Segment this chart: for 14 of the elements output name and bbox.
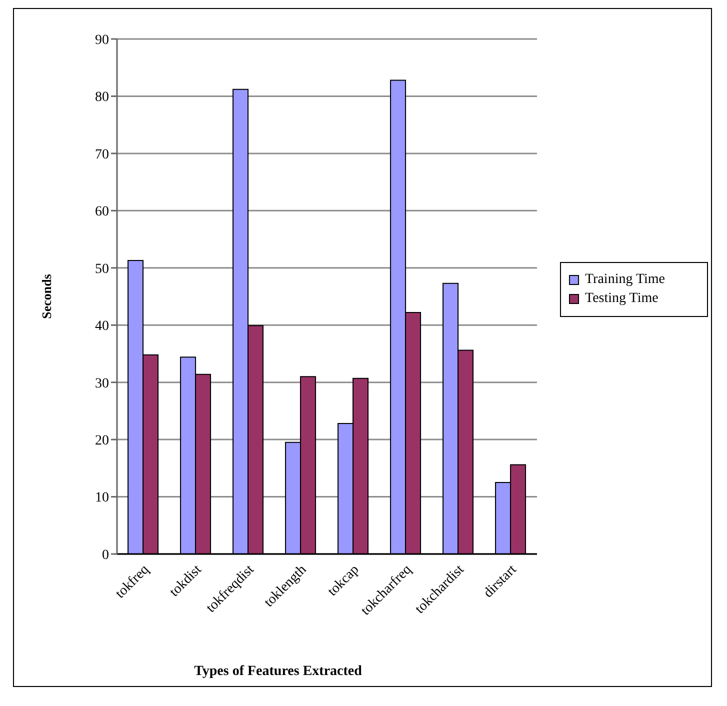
y-tick-label: 50 xyxy=(95,262,109,277)
legend-label: Testing Time xyxy=(585,291,658,307)
legend-label: Training Time xyxy=(585,272,666,288)
y-axis-title: Seconds xyxy=(38,274,54,319)
y-tick-label: 90 xyxy=(95,32,109,48)
y-tick-label: 40 xyxy=(95,319,109,334)
y-tick-label: 30 xyxy=(95,376,109,392)
x-axis-title: Types of Features Extracted xyxy=(194,664,362,679)
y-tick-label: 10 xyxy=(95,490,109,506)
y-tick-label: 70 xyxy=(95,147,109,162)
y-tick-label: 0 xyxy=(102,548,109,563)
y-tick-label: 20 xyxy=(95,434,109,449)
y-tick-label: 60 xyxy=(95,204,109,220)
y-tick-label: 80 xyxy=(95,90,109,106)
